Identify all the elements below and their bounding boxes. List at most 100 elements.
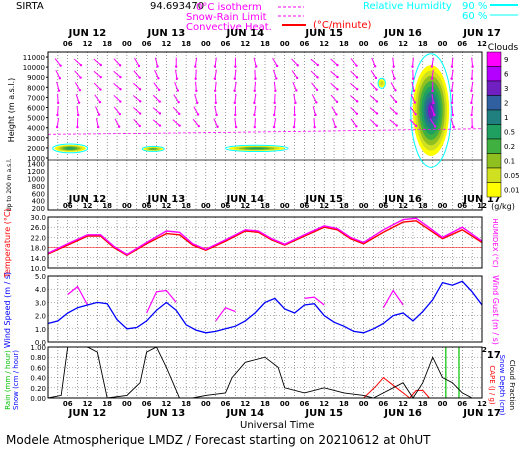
- y-tick-label: 0.20: [30, 385, 46, 393]
- wind-arrow-head: [393, 77, 396, 80]
- hour-tick-label: 18: [181, 202, 191, 210]
- wind-arrow: [273, 106, 277, 116]
- cloud-patch: [249, 147, 265, 150]
- hour-tick-label: 00: [122, 202, 132, 210]
- wind-arrow: [470, 93, 474, 103]
- wind-arrow-head: [233, 101, 236, 105]
- hour-tick-label: 06: [300, 400, 310, 408]
- y-tick-label: 1200: [27, 168, 45, 176]
- wind-arrow-head: [178, 124, 181, 127]
- hour-tick-label: 18: [181, 400, 191, 408]
- wind-arrow: [213, 118, 218, 127]
- wind-arrow: [390, 82, 396, 91]
- wind-arrow-head: [355, 64, 358, 67]
- wind-arrow-head: [292, 125, 296, 129]
- wind-arrow: [331, 106, 337, 115]
- wind-arrow-head: [313, 125, 316, 129]
- hour-tick-label: 06: [221, 400, 231, 408]
- wind-arrow: [56, 106, 59, 116]
- y-tick-label: 3000: [27, 135, 45, 143]
- wind-arrow-head: [273, 101, 276, 105]
- wind-arrow-head: [470, 101, 473, 105]
- hour-tick-label: 00: [280, 40, 290, 48]
- wind-arrow-head: [450, 65, 454, 68]
- hour-tick-label: 12: [240, 202, 250, 210]
- hour-tick-label: 18: [102, 40, 112, 48]
- wind-arrow: [451, 57, 454, 67]
- wind-arrow: [311, 94, 317, 103]
- wind-arrow-head: [355, 125, 358, 128]
- rh-contour: [377, 77, 386, 89]
- hour-tick-label: 18: [102, 400, 112, 408]
- wind-arrow: [312, 106, 316, 116]
- wind-arrow-head: [79, 63, 83, 67]
- wind-arrow-head: [395, 124, 398, 127]
- y-tick-label: 1400: [27, 161, 45, 169]
- wind-arrow-head: [118, 112, 122, 116]
- wind-arrow-head: [450, 89, 453, 92]
- day-label: JUN 13: [147, 28, 186, 39]
- wind-arrow-head: [234, 65, 237, 68]
- hour-tick-label: 06: [63, 202, 73, 210]
- wind-arrow-head: [174, 65, 178, 68]
- wind-arrow: [409, 106, 417, 115]
- y-tick-label: 7000: [27, 94, 45, 102]
- wind-arrow: [272, 69, 277, 79]
- wind-arrow-head: [395, 112, 398, 115]
- wind-arrow-head: [375, 88, 378, 91]
- day-label: JUN 14: [225, 408, 264, 419]
- wind-arrow: [93, 70, 102, 78]
- wind-arrow-head: [355, 112, 359, 115]
- wind-arrow-head: [253, 125, 256, 129]
- hour-tick-label: 12: [398, 202, 408, 210]
- y-tick-label: 400: [32, 198, 45, 206]
- day-label: JUN 14: [225, 194, 264, 205]
- wind-arrow: [431, 93, 434, 103]
- wind-arrow-head: [214, 89, 217, 92]
- hour-tick-label: 18: [339, 400, 349, 408]
- wind-arrow: [133, 95, 141, 102]
- hour-tick-label: 06: [142, 400, 152, 408]
- humidex-line: [47, 217, 483, 256]
- wind-arrow-head: [195, 89, 198, 92]
- wind-arrow-head: [274, 89, 277, 92]
- wind-arrow-head: [335, 100, 339, 104]
- footer-text: Modele Atmospherique LMDZ / Forecast sta…: [6, 433, 431, 447]
- wind-arrow: [451, 69, 454, 79]
- wind-arrow-head: [375, 100, 379, 103]
- rh-contour: [141, 145, 165, 152]
- day-label: JUN 13: [147, 194, 186, 205]
- wind-arrow: [113, 70, 121, 78]
- wind-arrow-head: [432, 101, 435, 105]
- legend-swatch: [486, 153, 502, 169]
- wind-arrow: [54, 58, 62, 66]
- hour-tick-label: 00: [359, 40, 369, 48]
- y-tick-label: 8000: [27, 84, 45, 92]
- hour-tick-label: 06: [378, 400, 388, 408]
- wind-arrow-head: [255, 65, 258, 68]
- wind-arrow-head: [197, 124, 200, 128]
- day-label: JUN 15: [304, 28, 343, 39]
- wind-arrow: [74, 70, 81, 78]
- wind-arrow-head: [315, 88, 319, 92]
- legend-swatch: [486, 66, 502, 82]
- hour-tick-label: 00: [280, 202, 290, 210]
- snow-depth-axis-label: Snow Depth (cm): [498, 355, 506, 416]
- wind-arrow: [253, 93, 257, 103]
- day-label: JUN 16: [383, 28, 422, 39]
- wind-arrow-head: [117, 125, 121, 128]
- rain-axis-label: Rain (mm / hour): [4, 350, 12, 410]
- wind-arrow: [154, 69, 159, 79]
- cape-line: [363, 376, 433, 399]
- wind-arrow: [292, 81, 297, 91]
- hour-tick-label: 18: [339, 40, 349, 48]
- wind-arrow-head: [394, 89, 397, 92]
- hour-tick-label: 00: [359, 202, 369, 210]
- wind-arrow: [370, 70, 377, 79]
- wind-arrow-head: [295, 89, 298, 92]
- rh-60-label: 60 %: [462, 11, 487, 22]
- wind-arrow: [313, 118, 316, 128]
- wind-arrow-head: [451, 113, 455, 117]
- hour-tick-label: 00: [280, 400, 290, 408]
